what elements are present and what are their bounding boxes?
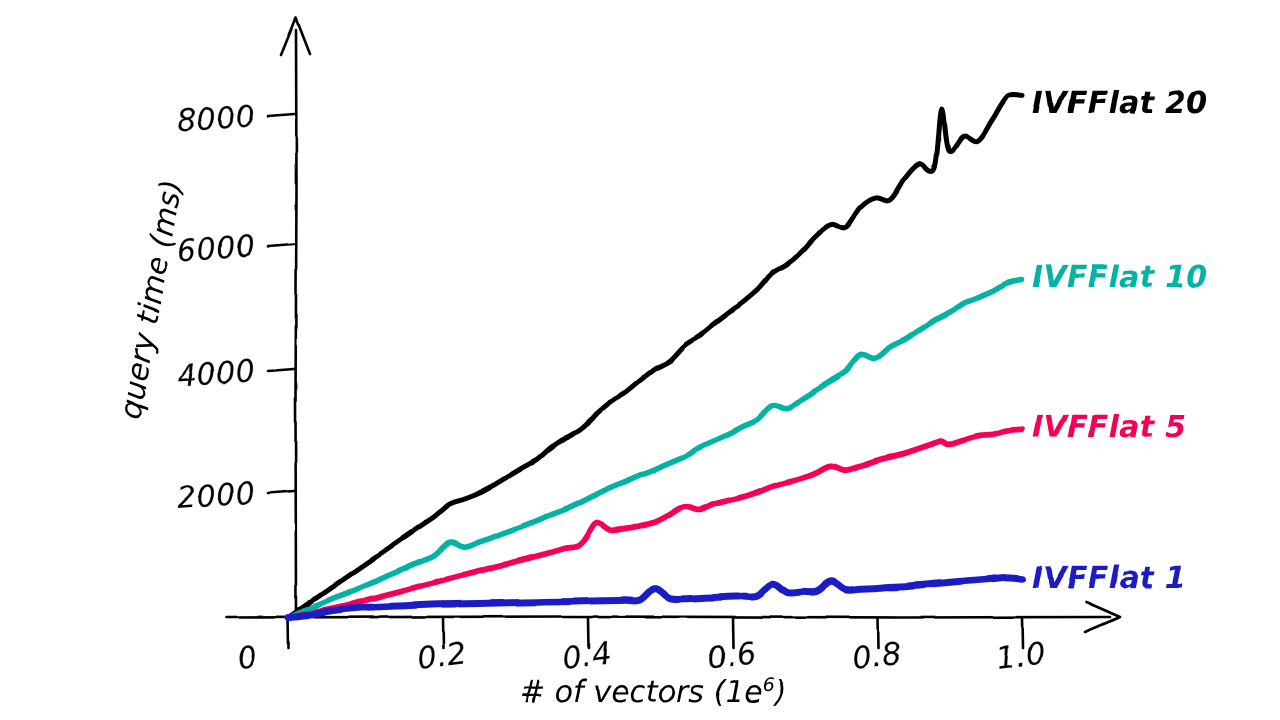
x-tick-1.0 [1020, 616, 1024, 650]
y-tick-labels: 2000 4000 6000 8000 [176, 99, 257, 516]
y-tick-2000 [266, 489, 296, 495]
x-axis [224, 615, 1112, 619]
x-axis-title-group: # of vectors (1e6) [520, 674, 787, 710]
series-line-ivfflat-10 [285, 277, 1025, 620]
x-tick-0.8 [876, 616, 880, 650]
x-tick-label-1.0: 1.0 [995, 636, 1048, 677]
x-tick-label-0.4: 0.4 [561, 636, 614, 677]
y-axis [294, 28, 298, 619]
x-axis-title-main: # of vectors (1e [520, 675, 763, 710]
series-layer [284, 92, 1026, 621]
x-tick-0.6 [731, 616, 735, 650]
x-tick-label-0.6: 0.6 [706, 636, 759, 677]
series-label-ivfflat-20: IVFFlat 20 [1032, 86, 1207, 121]
x-tick-label-0: 0 [235, 640, 259, 677]
x-tick-labels: 0 0.2 0.4 0.6 0.8 1.0 [235, 636, 1047, 677]
series-line-ivfflat-20 [285, 92, 1025, 620]
y-tick-label-6000: 6000 [176, 229, 257, 269]
series-line-ivfflat-5 [285, 426, 1025, 620]
x-tick-0.4 [586, 616, 590, 650]
x-axis-title: # of vectors (1e6) [520, 674, 787, 710]
x-tick-0 [286, 616, 290, 650]
y-axis-arrowhead [279, 16, 312, 57]
series-line-ivfflat-1 [284, 574, 1026, 621]
y-tick-8000 [266, 112, 296, 118]
series-labels: IVFFlat 20 IVFFlat 10 IVFFlat 5 IVFFlat 1 [1032, 86, 1207, 596]
y-tick-label-2000: 2000 [176, 476, 257, 516]
x-axis-title-exponent: 6 [763, 674, 775, 696]
series-label-ivfflat-1: IVFFlat 1 [1032, 561, 1186, 596]
y-tick-label-8000: 8000 [176, 99, 257, 139]
x-tick-0.2 [441, 616, 445, 650]
x-axis-title-close: ) [773, 675, 787, 710]
x-tick-label-0.2: 0.2 [416, 636, 469, 677]
y-tick-label-4000: 4000 [176, 354, 257, 394]
y-tick-6000 [266, 242, 296, 248]
series-label-ivfflat-10: IVFFlat 10 [1032, 260, 1207, 295]
series-label-ivfflat-5: IVFFlat 5 [1032, 410, 1186, 445]
x-tick-label-0.8: 0.8 [851, 636, 904, 677]
y-tick-4000 [266, 367, 296, 373]
x-axis-arrowhead [1083, 600, 1122, 634]
